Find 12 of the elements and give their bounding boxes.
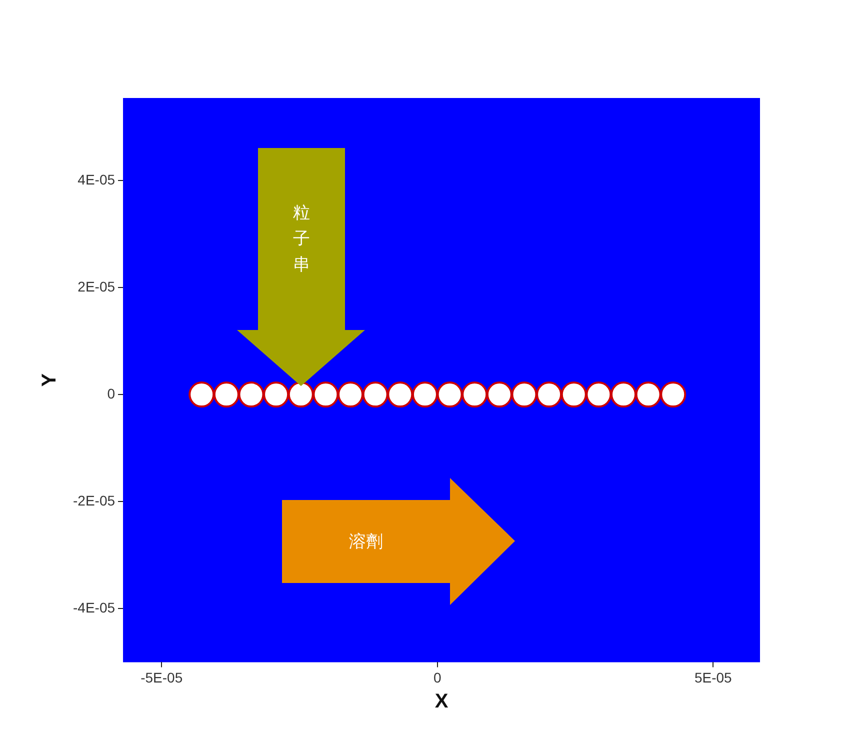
annotation: 粒子串 [292,202,311,277]
x-tick-label: 0 [433,669,442,686]
x-axis-title: X [434,690,449,713]
y-tick-label: 2E-05 [78,278,116,294]
y-tick-label: -2E-05 [72,492,116,508]
y-tick-label: -4E-05 [72,600,116,616]
y-tick-label: 0 [107,385,116,402]
annotation: 溶劑 [348,531,384,553]
x-tick-label: -5E-05 [140,669,183,686]
x-tick-label: 5E-05 [694,669,732,686]
y-tick-label: 4E-05 [78,171,116,188]
y-axis-title: Y [38,372,61,387]
